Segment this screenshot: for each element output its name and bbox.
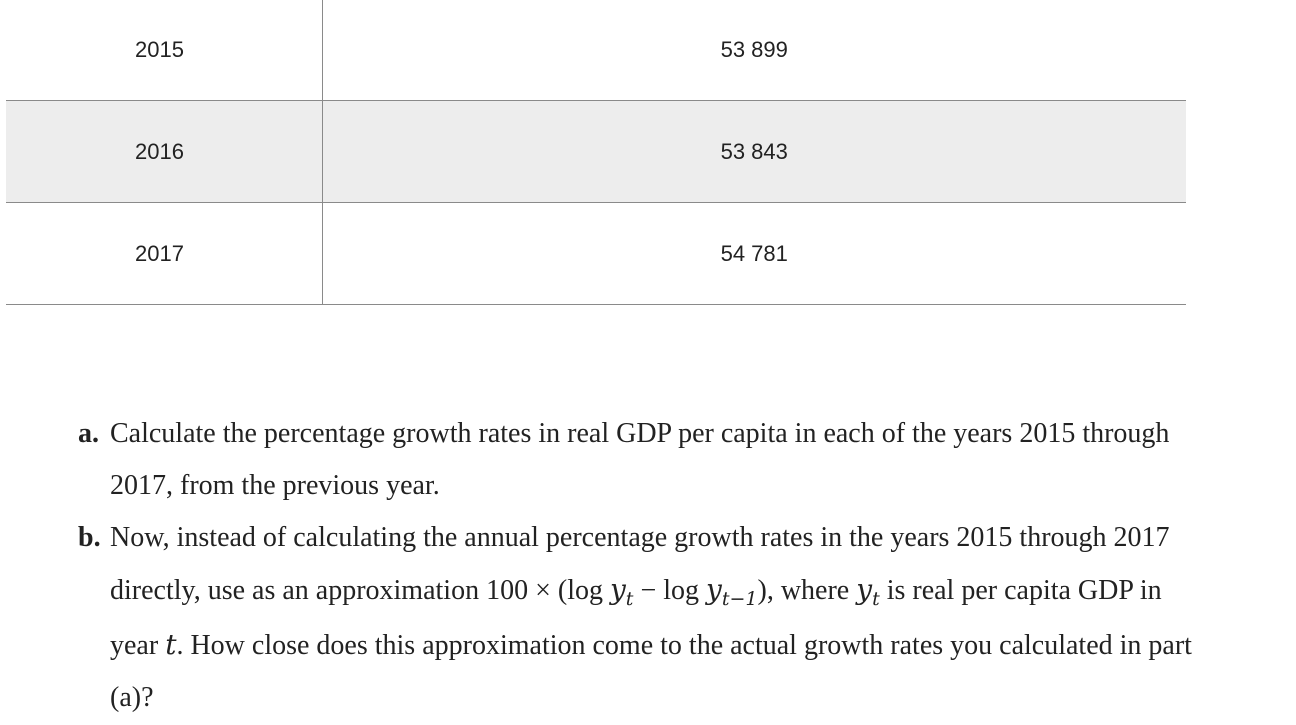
math-var-y: y <box>856 573 873 606</box>
math-var-y: y <box>706 573 722 606</box>
question-text: is real per capita GDP in year <box>110 575 1162 661</box>
table-row: 2016 53 843 <box>6 100 1186 203</box>
question-letter: b. <box>78 522 101 553</box>
year-cell: 2015 <box>6 0 323 101</box>
question-b: b. Now, instead of calculating the annua… <box>78 512 1198 724</box>
table-row: 2015 53 899 <box>6 0 1186 101</box>
year-cell: 2017 <box>6 202 323 305</box>
math-subscript: t <box>872 588 880 610</box>
year-cell: 2016 <box>6 100 323 203</box>
question-text: Now, instead of calculating the annual p… <box>110 522 1170 606</box>
gdp-table: 2015 53 899 2016 53 843 2017 54 781 <box>6 0 1186 305</box>
math-subscript: t <box>625 588 634 610</box>
question-text: Calculate the percentage growth rates in… <box>110 418 1170 501</box>
gdp-value-cell: 53 843 <box>322 100 1186 203</box>
question-a: a. Calculate the percentage growth rates… <box>78 408 1198 512</box>
math-var-y: y <box>609 573 626 606</box>
gdp-value-cell: 54 781 <box>322 202 1186 305</box>
table-row: 2017 54 781 <box>6 202 1186 305</box>
question-text: . How close does this approximation come… <box>110 630 1192 713</box>
question-letter: a. <box>78 418 99 449</box>
math-var-t: t <box>165 628 177 661</box>
question-text: − log <box>633 575 707 606</box>
math-subscript: t−1 <box>721 588 758 610</box>
question-list: a. Calculate the percentage growth rates… <box>78 408 1198 724</box>
gdp-value-cell: 53 899 <box>322 0 1186 101</box>
question-text: ), where <box>757 575 857 606</box>
